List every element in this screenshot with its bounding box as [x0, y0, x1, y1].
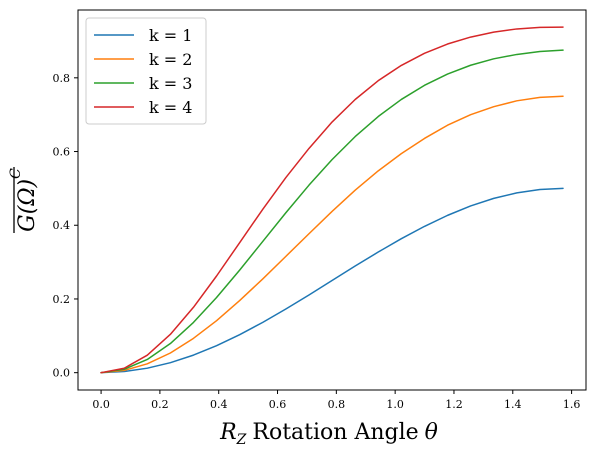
y-axis-label: G(Ω)C: [8, 167, 40, 233]
x-axis-label-text: Rotation Angle: [252, 420, 418, 445]
y-tick-label: 0.2: [53, 293, 71, 306]
y-tick-label: 0.4: [53, 219, 71, 232]
legend-label: k = 4: [149, 98, 192, 117]
x-axis: 0.0 0.2 0.4 0.6 0.8 1.0 1.2 1.4 1.6: [92, 390, 580, 411]
x-axis-label-symbol: θ: [425, 420, 438, 445]
series-line-k1: [100, 187, 564, 374]
legend-label: k = 3: [149, 74, 192, 93]
y-axis-label-main: G(Ω): [15, 179, 40, 232]
x-tick-label: 0.0: [92, 398, 110, 411]
x-tick-label: 1.2: [445, 398, 463, 411]
x-tick-label: 0.4: [210, 398, 228, 411]
series-line-k4: [100, 26, 564, 374]
x-tick-label: 0.6: [269, 398, 287, 411]
legend-label: k = 1: [149, 26, 192, 45]
series-line-k2: [100, 95, 564, 374]
y-axis-label-sup: C: [8, 168, 24, 179]
x-tick-label: 0.8: [328, 398, 346, 411]
legend-label: k = 2: [149, 50, 192, 69]
y-tick-label: 0.0: [53, 367, 71, 380]
x-axis-label-var: R: [219, 420, 237, 445]
y-axis-label-text: G(Ω)C: [8, 168, 40, 232]
x-axis-label: RZ Rotation Angle θ: [219, 420, 438, 448]
y-tick-label: 0.8: [53, 72, 71, 85]
legend-box: [85, 17, 207, 125]
x-tick-label: 1.4: [504, 398, 522, 411]
y-axis: 0.0 0.2 0.4 0.6 0.8: [53, 72, 78, 380]
x-axis-label-sub: Z: [236, 432, 247, 448]
x-tick-label: 1.0: [386, 398, 404, 411]
x-tick-label: 1.6: [563, 398, 581, 411]
series-line-k3: [100, 49, 564, 374]
legend: k = 1 k = 2 k = 3 k = 4: [85, 17, 207, 125]
y-tick-label: 0.6: [53, 146, 71, 159]
series-layer: [100, 26, 564, 374]
x-tick-label: 0.2: [151, 398, 169, 411]
plot-frame: [77, 9, 587, 391]
